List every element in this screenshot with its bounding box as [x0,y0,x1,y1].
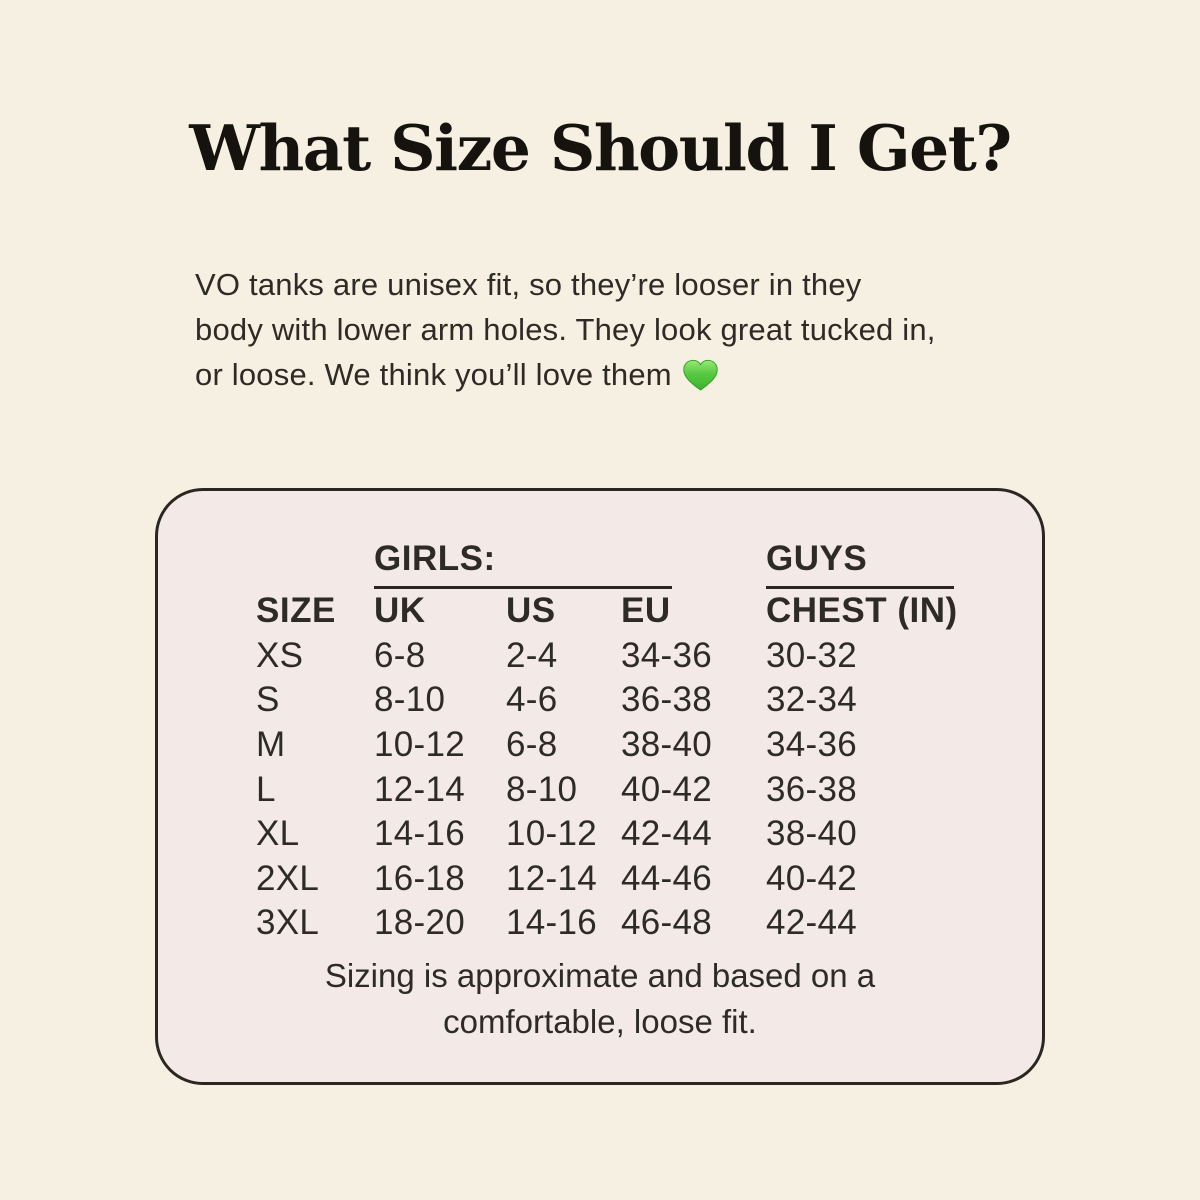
column-header-eu: EU [621,591,671,631]
uk-cell: 12-14 [374,769,466,809]
uk-cell: 10-12 [374,725,466,765]
chest-cell: 30-32 [766,635,858,675]
eu-cell: 44-46 [621,858,713,898]
eu-cell: 36-38 [621,680,713,720]
column-header-us: US [506,591,556,631]
uk-cell: 14-16 [374,814,466,854]
us-cell: 4-6 [506,680,558,720]
guys-group-label: GUYS [766,539,954,589]
eu-cell: 40-42 [621,769,713,809]
chest-cell: 34-36 [766,725,858,765]
column-header-size: SIZE [256,591,336,631]
footnote-line: comfortable, loose fit. [443,1003,757,1040]
chest-cell: 36-38 [766,769,858,809]
us-cell: 8-10 [506,769,578,809]
intro-line: body with lower arm holes. They look gre… [195,312,936,347]
intro-line-text: or loose. We think you’ll love them [195,357,672,392]
chest-cell: 40-42 [766,858,858,898]
eu-cell: 46-48 [621,903,713,943]
girls-group-header: GIRLS: [374,539,766,589]
size-cell: XS [256,635,304,675]
eu-cell: 42-44 [621,814,713,854]
size-cell: M [256,725,286,765]
intro-paragraph: VO tanks are unisex fit, so they’re loos… [195,262,936,404]
girls-group-label: GIRLS: [374,539,672,589]
column-header-uk: UK [374,591,426,631]
uk-cell: 18-20 [374,903,466,943]
us-cell: 6-8 [506,725,558,765]
us-cell: 14-16 [506,903,598,943]
footnote-line: Sizing is approximate and based on a [324,957,876,994]
us-cell: 10-12 [506,814,598,854]
eu-cell: 34-36 [621,635,713,675]
green-heart-icon [682,358,719,404]
chest-cell: 32-34 [766,680,858,720]
guys-group-header: GUYS [766,539,976,589]
intro-line: or loose. We think you’ll love them [195,352,936,404]
size-cell: 3XL [256,903,320,943]
size-table: GIRLS: GUYS SIZE UK US EU CHEST (IN) XS … [256,531,976,946]
chest-cell: 38-40 [766,814,858,854]
intro-line: VO tanks are unisex fit, so they’re loos… [195,267,862,302]
us-cell: 2-4 [506,635,558,675]
sizing-footnote: Sizing is approximate and based on a com… [158,953,1042,1045]
size-cell: L [256,769,276,809]
uk-cell: 6-8 [374,635,426,675]
size-cell: S [256,680,280,720]
column-header-chest: CHEST (IN) [766,591,958,631]
size-cell: XL [256,814,300,854]
uk-cell: 8-10 [374,680,446,720]
eu-cell: 38-40 [621,725,713,765]
page-title: What Size Should I Get? [189,111,1012,185]
us-cell: 12-14 [506,858,598,898]
chest-cell: 42-44 [766,903,858,943]
size-cell: 2XL [256,858,320,898]
uk-cell: 16-18 [374,858,466,898]
size-chart-card: GIRLS: GUYS SIZE UK US EU CHEST (IN) XS … [155,488,1045,1085]
